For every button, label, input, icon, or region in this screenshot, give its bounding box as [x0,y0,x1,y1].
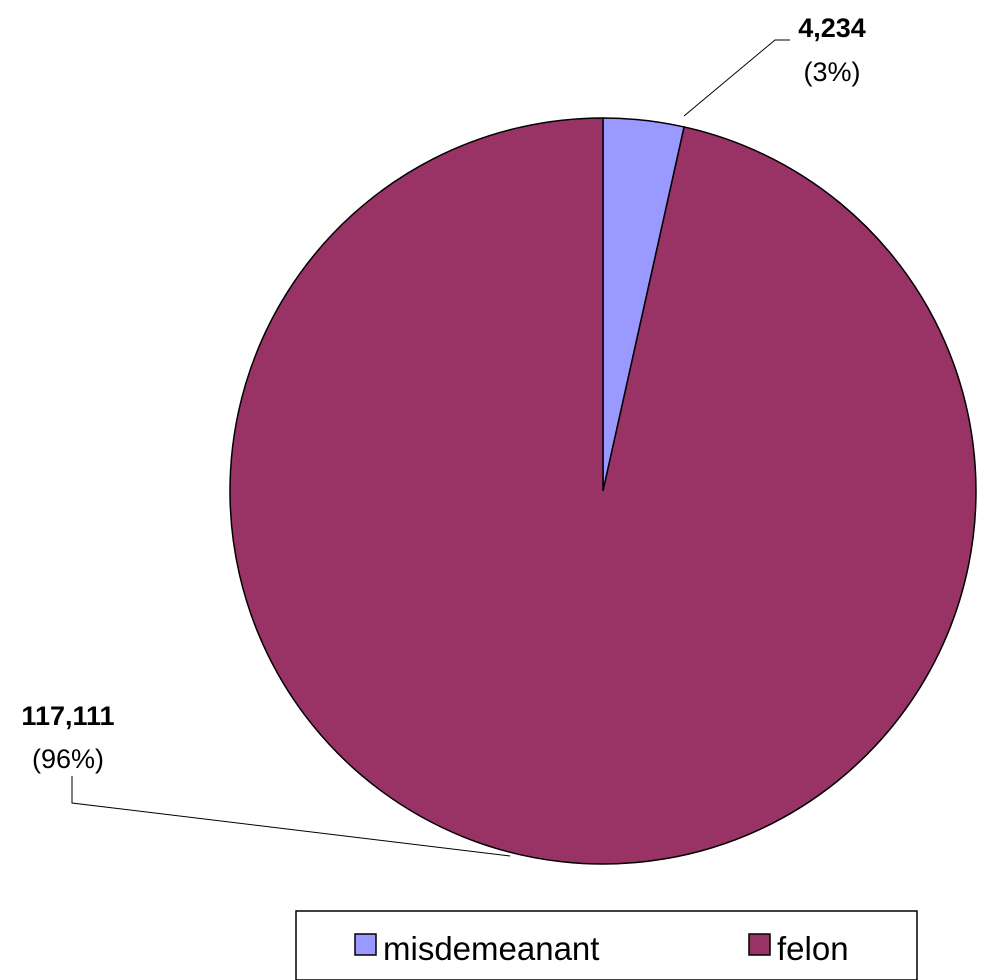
data-label-felon-value: 117,111 [21,701,114,731]
legend-box [295,910,918,980]
pie-slices [229,117,977,865]
pie-slice-felon [229,117,977,865]
legend: misdemeanant felon [295,910,918,980]
legend-label-felon: felon [777,930,849,967]
data-label-misdemeanant-value: 4,234 [798,13,866,43]
data-label-misdemeanant-percent: (3%) [803,57,860,87]
legend-swatch-felon [748,933,771,956]
legend-label-misdemeanant: misdemeanant [383,930,599,967]
leader-line-misdemeanant [683,39,790,117]
data-label-felon-percent: (96%) [32,744,104,774]
legend-swatch-misdemeanant [354,933,377,956]
leader-line-felon [71,776,511,857]
